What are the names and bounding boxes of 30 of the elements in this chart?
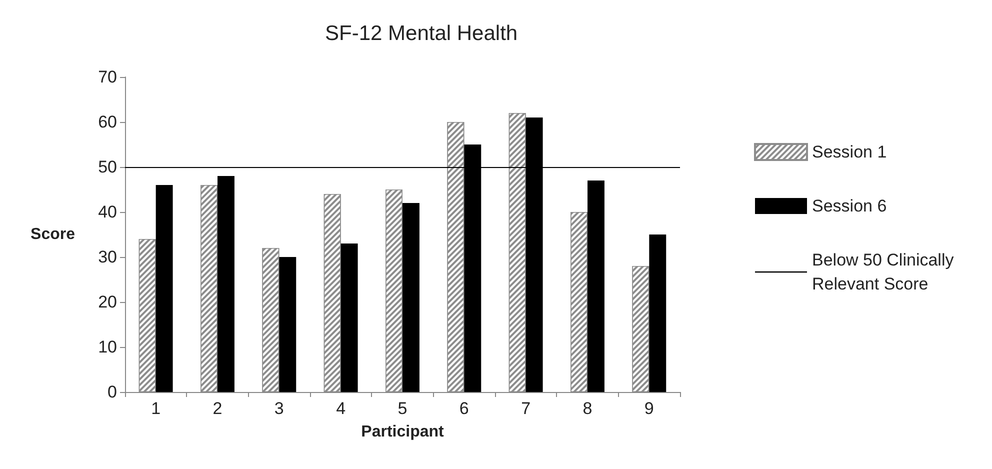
bar [340,244,358,392]
x-tick-label: 8 [582,399,592,418]
y-tick-label: 50 [98,158,117,176]
x-tick-label: 7 [521,399,531,418]
y-tick-label: 70 [98,68,117,86]
y-tick-label: 20 [98,292,117,312]
x-tick-label: 3 [274,399,284,418]
x-axis-title: Participant [361,424,445,440]
bar [218,176,234,392]
x-tick-label: 5 [398,399,408,418]
y-tick-label: 0 [108,382,117,402]
x-tick-label: 2 [212,399,222,418]
bar [588,180,604,392]
y-tick-label: 40 [98,202,117,222]
y-tick-label: 10 [98,338,117,356]
bar [156,185,173,392]
chart-title: SF-12 Mental Health [325,22,518,45]
y-axis-title: Score [30,226,76,243]
x-tick-label: 6 [459,399,469,418]
legend-label: Session 6 [812,196,887,216]
legend-label: Session 1 [812,142,887,162]
bar [402,203,420,392]
x-tick-label: 1 [151,399,161,418]
bar [649,234,666,392]
x-tick-label: 9 [644,399,654,418]
legend-label: Below 50 Clinically Relevant Score [812,250,958,294]
y-tick-label: 30 [98,248,117,266]
x-tick-label: 4 [336,399,346,418]
y-tick-label: 60 [98,112,117,132]
bar [279,257,296,392]
